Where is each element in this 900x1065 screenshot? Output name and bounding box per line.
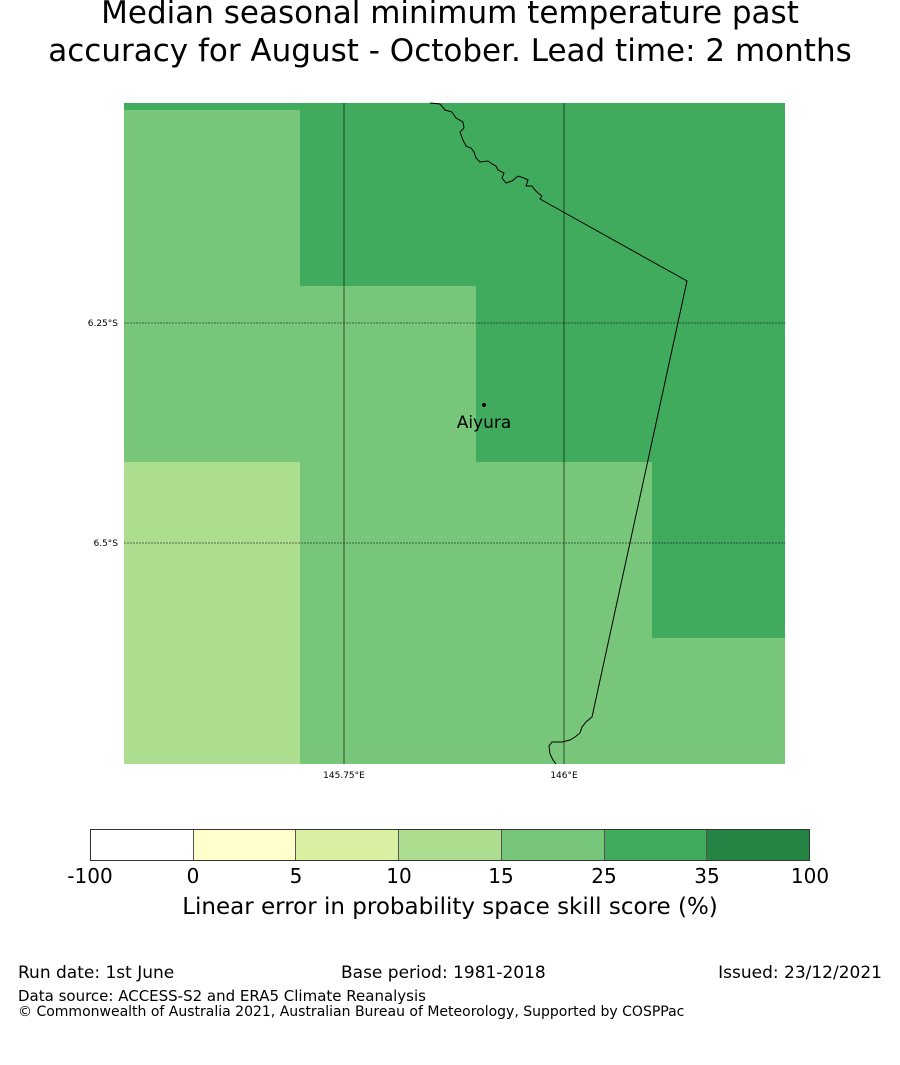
base-period: Base period: 1981-2018 xyxy=(341,963,546,983)
lat-label: 6.25°S xyxy=(88,319,119,329)
grid-cell xyxy=(652,462,785,638)
colorbar-tick: 10 xyxy=(386,864,412,888)
colorbar xyxy=(90,829,810,861)
lon-label: 146°E xyxy=(550,771,578,781)
grid-cell xyxy=(124,110,300,462)
colorbar-segment xyxy=(296,830,400,860)
colorbar-tick: 35 xyxy=(694,864,720,888)
grid-cell xyxy=(300,286,476,462)
skill-grid-cells xyxy=(124,103,785,764)
colorbar-tick: 15 xyxy=(488,864,514,888)
colorbar-segment xyxy=(193,830,297,860)
grid-cell xyxy=(300,462,652,764)
run-date: Run date: 1st June xyxy=(18,963,175,983)
colorbar-label: Linear error in probability space skill … xyxy=(182,894,718,920)
colorbar-tick: 0 xyxy=(186,864,200,888)
colorbar-tick: 5 xyxy=(289,864,303,888)
grid-cell xyxy=(652,638,785,764)
colorbar-tick: 25 xyxy=(591,864,617,888)
issued-date: Issued: 23/12/2021 xyxy=(718,963,882,983)
skill-map: 6.25°S 6.5°S 145.75°E 146°E Aiyura xyxy=(88,102,785,781)
title-line-2: accuracy for August - October. Lead time… xyxy=(48,33,852,69)
grid-cell xyxy=(476,286,785,462)
grid-cell xyxy=(124,462,300,764)
colorbar-segment xyxy=(399,830,502,860)
graticule xyxy=(124,103,785,764)
place-label: Aiyura xyxy=(457,413,512,433)
border-line xyxy=(429,102,688,765)
place-marker xyxy=(482,403,486,407)
colorbar-tick: 100 xyxy=(790,864,830,888)
grid-cell xyxy=(300,110,785,286)
lat-label: 6.5°S xyxy=(93,539,118,549)
data-source: Data source: ACCESS-S2 and ERA5 Climate … xyxy=(18,987,426,1005)
colorbar-tick: -100 xyxy=(67,864,113,888)
copyright: © Commonwealth of Australia 2021, Austra… xyxy=(18,1004,685,1020)
colorbar-segment xyxy=(604,830,708,860)
colorbar-segment xyxy=(91,830,194,860)
title-line-1: Median seasonal minimum temperature past xyxy=(101,0,799,31)
map-title: Median seasonal minimum temperature past… xyxy=(0,0,900,70)
colorbar-segment xyxy=(501,830,605,860)
lon-label: 145.75°E xyxy=(323,771,365,781)
grid-cell xyxy=(124,103,785,110)
colorbar-segment xyxy=(707,830,810,860)
